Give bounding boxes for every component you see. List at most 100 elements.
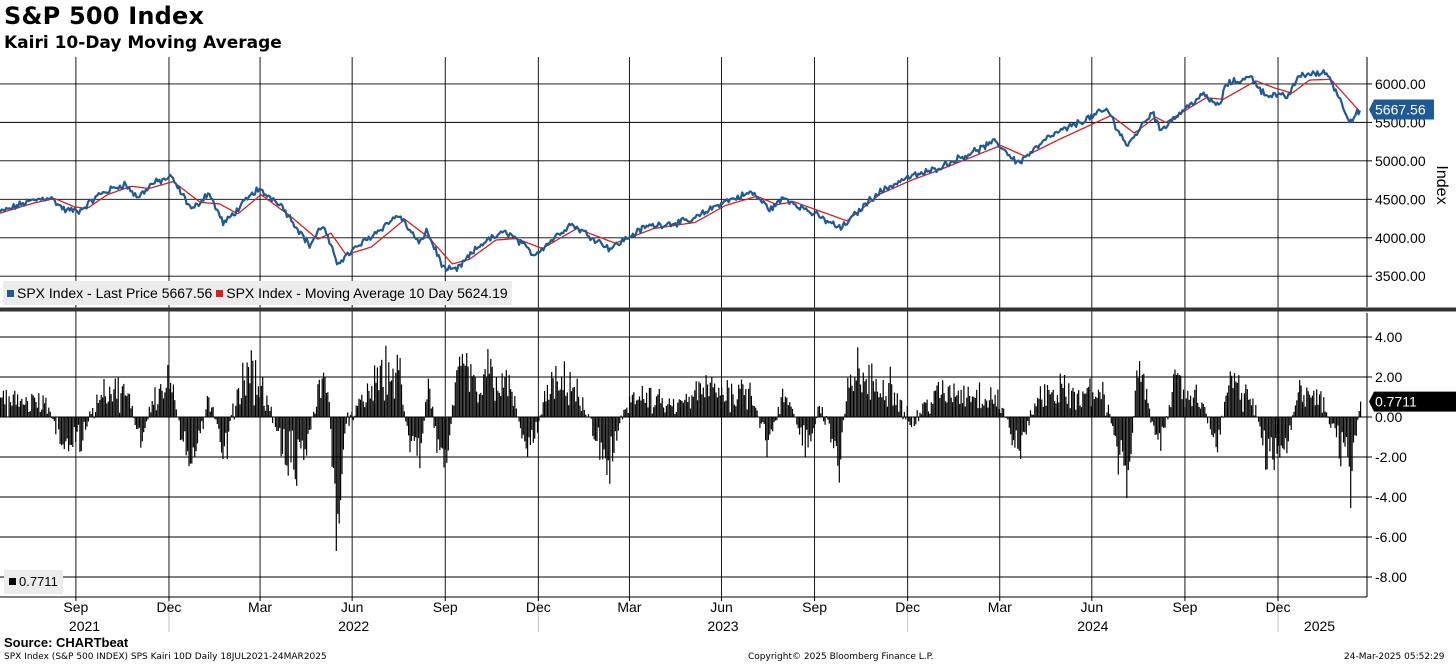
kairi-bar bbox=[355, 405, 357, 417]
kairi-bar bbox=[1265, 417, 1267, 470]
kairi-bar bbox=[728, 387, 730, 417]
kairi-bar bbox=[512, 405, 514, 417]
kairi-bar bbox=[487, 349, 489, 417]
kairi-bar bbox=[76, 417, 78, 432]
kairi-bar bbox=[922, 403, 924, 417]
kairi-tick-label: 2.00 bbox=[1375, 369, 1402, 385]
kairi-bar bbox=[31, 393, 33, 417]
kairi-bar bbox=[29, 411, 31, 417]
kairi-bar bbox=[344, 417, 346, 434]
kairi-bar bbox=[901, 400, 903, 417]
kairi-bar bbox=[327, 392, 329, 417]
kairi-bar bbox=[1175, 374, 1177, 417]
kairi-bar bbox=[4, 404, 6, 417]
kairi-bar bbox=[77, 417, 80, 425]
kairi-bar bbox=[915, 417, 917, 425]
kairi-bar bbox=[1134, 390, 1136, 417]
kairi-bar bbox=[525, 417, 527, 449]
kairi-bar bbox=[1337, 417, 1339, 426]
kairi-bar bbox=[239, 404, 241, 417]
kairi-bar bbox=[629, 396, 631, 417]
kairi-bar bbox=[230, 415, 233, 417]
month-tick-label: Dec bbox=[1266, 599, 1291, 615]
kairi-bar bbox=[1041, 399, 1043, 417]
kairi-bar bbox=[28, 412, 30, 417]
kairi-bar bbox=[874, 391, 876, 417]
kairi-bar bbox=[606, 417, 608, 475]
kairi-bar bbox=[925, 402, 927, 417]
kairi-bar bbox=[206, 396, 208, 417]
kairi-bar bbox=[110, 394, 112, 417]
kairi-bar bbox=[167, 364, 169, 417]
kairi-bar bbox=[440, 417, 442, 448]
kairi-bar bbox=[364, 407, 366, 417]
kairi-bar bbox=[760, 417, 762, 424]
kairi-bar bbox=[87, 417, 89, 422]
kairi-bar bbox=[644, 402, 646, 417]
kairi-bar bbox=[920, 414, 922, 417]
kairi-bar bbox=[1046, 385, 1049, 417]
kairi-bar bbox=[1218, 417, 1220, 430]
month-tick-label: Sep bbox=[63, 599, 88, 615]
kairi-bar bbox=[1000, 413, 1002, 417]
kairi-bar bbox=[42, 395, 44, 417]
kairi-bar bbox=[494, 400, 496, 417]
kairi-bar bbox=[154, 387, 156, 417]
kairi-bar bbox=[893, 392, 896, 417]
kairi-bar bbox=[1097, 389, 1100, 417]
kairi-bar bbox=[1338, 417, 1340, 459]
kairi-bar bbox=[582, 397, 584, 417]
kairi-bar bbox=[26, 401, 29, 417]
kairi-bar bbox=[307, 417, 309, 434]
kairi-bar bbox=[1156, 417, 1158, 435]
kairi-bar bbox=[1216, 417, 1219, 453]
kairi-bar bbox=[2, 390, 4, 417]
kairi-bar bbox=[461, 354, 463, 417]
kairi-bar bbox=[966, 397, 968, 417]
kairi-bar bbox=[855, 380, 857, 417]
kairi-bar bbox=[704, 397, 706, 417]
kairi-bar bbox=[614, 417, 616, 432]
kairi-bar bbox=[375, 382, 377, 417]
kairi-bar bbox=[116, 398, 118, 417]
kairi-bar bbox=[1051, 392, 1053, 417]
kairi-bar bbox=[861, 392, 863, 417]
kairi-bar bbox=[817, 406, 819, 417]
kairi-bar bbox=[175, 409, 177, 417]
kairi-bar bbox=[549, 394, 551, 417]
kairi-bar bbox=[909, 417, 911, 425]
kairi-bar bbox=[297, 417, 299, 440]
kairi-bar bbox=[454, 382, 456, 417]
kairi-bar bbox=[569, 372, 571, 417]
kairi-bar bbox=[983, 405, 985, 417]
kairi-bar bbox=[1005, 417, 1007, 419]
kairi-bar bbox=[1229, 371, 1231, 417]
kairi-bar bbox=[290, 417, 292, 463]
kairi-bar bbox=[474, 377, 476, 417]
kairi-bar bbox=[338, 417, 340, 524]
kairi-bar bbox=[215, 417, 217, 420]
kairi-bar bbox=[929, 413, 931, 417]
kairi-bar bbox=[576, 378, 578, 417]
kairi-bar bbox=[711, 377, 713, 417]
kairi-bar bbox=[677, 402, 679, 417]
kairi-bar bbox=[599, 417, 601, 460]
kairi-bar bbox=[39, 411, 41, 417]
kairi-bar bbox=[314, 413, 316, 417]
kairi-bar bbox=[978, 382, 981, 417]
kairi-bar bbox=[1133, 416, 1135, 417]
kairi-bar bbox=[162, 398, 165, 417]
kairi-bar bbox=[1020, 417, 1022, 459]
kairi-bar bbox=[5, 390, 7, 417]
kairi-bar bbox=[423, 417, 425, 421]
kairi-bar bbox=[528, 417, 530, 438]
kairi-bar bbox=[1286, 417, 1288, 454]
kairi-bar bbox=[749, 382, 751, 417]
kairi-bar bbox=[586, 417, 588, 418]
kairi-bar bbox=[219, 417, 221, 443]
kairi-bar bbox=[179, 417, 182, 441]
kairi-bar bbox=[59, 417, 61, 444]
kairi-bar bbox=[315, 406, 318, 417]
kairi-bar bbox=[170, 382, 172, 417]
kairi-bar bbox=[502, 387, 505, 417]
